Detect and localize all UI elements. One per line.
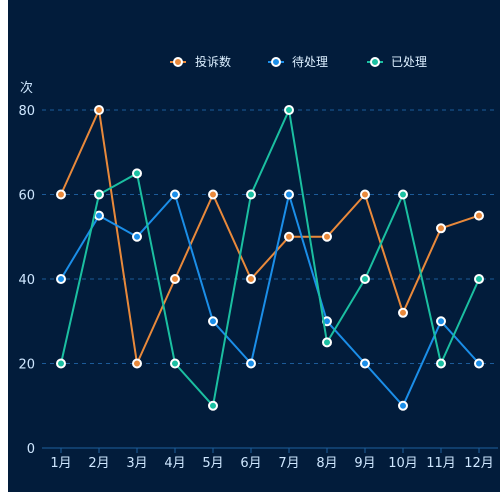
series-2 bbox=[56, 105, 484, 411]
data-point bbox=[246, 358, 256, 369]
chart-panel bbox=[8, 0, 500, 492]
data-point bbox=[360, 189, 370, 200]
y-tick-label: 40 bbox=[18, 273, 35, 288]
data-point bbox=[56, 358, 66, 369]
series-line-1 bbox=[60, 193, 480, 407]
y-tick-label: 80 bbox=[18, 104, 35, 119]
data-point bbox=[132, 358, 142, 369]
data-point bbox=[94, 189, 104, 200]
data-point bbox=[436, 223, 446, 234]
data-point bbox=[474, 274, 484, 284]
data-point bbox=[436, 358, 446, 369]
series-1 bbox=[56, 189, 484, 411]
legend-label-processed: 已处理 bbox=[391, 55, 427, 69]
series-line-2 bbox=[60, 109, 480, 407]
data-point bbox=[246, 189, 256, 200]
data-point bbox=[56, 189, 66, 200]
x-tick-label: 6月 bbox=[240, 456, 261, 471]
data-point bbox=[208, 400, 218, 411]
data-point bbox=[94, 105, 104, 115]
data-point bbox=[132, 231, 142, 242]
x-tick-label: 4月 bbox=[164, 456, 185, 471]
data-point bbox=[322, 231, 332, 242]
data-point bbox=[284, 105, 294, 115]
x-tick-label: 1月 bbox=[50, 456, 71, 471]
data-point bbox=[284, 189, 294, 200]
legend-marker-pending bbox=[271, 57, 281, 67]
x-tick-label: 3月 bbox=[126, 456, 147, 471]
x-tick-label: 5月 bbox=[202, 456, 223, 471]
legend-label-pending: 待处理 bbox=[292, 55, 328, 69]
x-tick-label: 10月 bbox=[388, 456, 418, 471]
data-point bbox=[398, 189, 408, 200]
legend-item-pending[interactable]: 待处理 bbox=[268, 55, 328, 69]
x-tick-label: 9月 bbox=[354, 456, 375, 471]
data-point bbox=[94, 210, 104, 221]
data-point bbox=[398, 400, 408, 411]
y-tick-label: 60 bbox=[18, 189, 35, 204]
data-point bbox=[398, 307, 408, 318]
legend: 投诉数 待处理 已处理 bbox=[170, 54, 427, 69]
data-point bbox=[322, 337, 332, 348]
series-0 bbox=[56, 105, 484, 369]
x-tick-label: 2月 bbox=[88, 456, 109, 471]
legend-item-complaints[interactable]: 投诉数 bbox=[170, 54, 231, 69]
legend-marker-processed bbox=[370, 57, 380, 67]
axis-layer: 0 20 40 60 80 1月 2月 3月 4月 5月 6月 7月 8月 9月 10月 11月 12月 bbox=[18, 104, 498, 471]
data-point bbox=[246, 274, 256, 284]
x-tick-label: 8月 bbox=[316, 456, 337, 471]
data-point bbox=[360, 358, 370, 369]
legend-label-complaints: 投诉数 bbox=[195, 54, 231, 69]
data-point bbox=[284, 231, 294, 242]
x-tick-label: 7月 bbox=[278, 456, 299, 471]
data-point bbox=[170, 274, 180, 284]
data-point bbox=[170, 358, 180, 369]
data-point bbox=[474, 210, 484, 221]
data-point bbox=[208, 189, 218, 200]
series-layer bbox=[56, 105, 484, 411]
data-point bbox=[208, 316, 218, 327]
y-axis-label: 次 bbox=[20, 80, 33, 96]
legend-item-processed[interactable]: 已处理 bbox=[367, 55, 427, 69]
x-tick-label: 12月 bbox=[464, 456, 494, 471]
legend-marker-complaints bbox=[173, 57, 183, 67]
y-tick-label: 0 bbox=[27, 442, 35, 457]
data-point bbox=[436, 316, 446, 327]
series-line-0 bbox=[60, 109, 480, 365]
grid-layer bbox=[42, 109, 498, 364]
data-point bbox=[170, 189, 180, 200]
data-point bbox=[474, 358, 484, 369]
x-tick-label: 11月 bbox=[426, 456, 456, 471]
data-point bbox=[56, 274, 66, 284]
data-point bbox=[360, 274, 370, 284]
y-tick-label: 20 bbox=[18, 358, 35, 373]
data-point bbox=[132, 168, 142, 179]
